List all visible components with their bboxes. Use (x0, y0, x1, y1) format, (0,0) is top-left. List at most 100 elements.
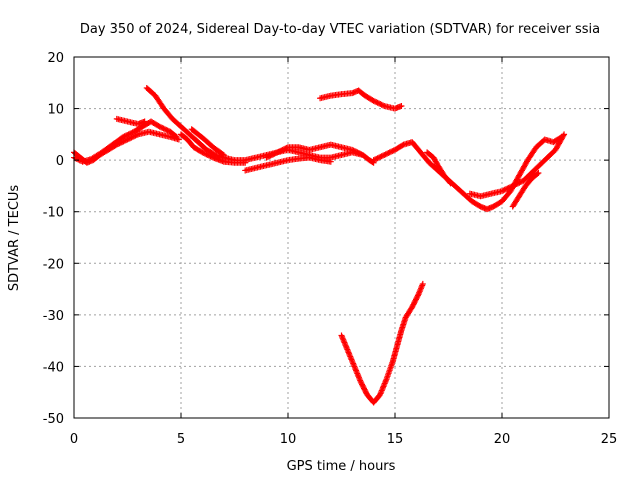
data-point (349, 146, 356, 153)
data-point (513, 180, 520, 187)
data-point (385, 150, 392, 157)
data-point (283, 144, 290, 151)
data-point (242, 159, 249, 166)
data-point (517, 179, 524, 186)
data-point (353, 148, 360, 155)
data-point (173, 133, 180, 140)
x-tick-label: 0 (70, 432, 78, 447)
data-point (373, 155, 380, 162)
data-point (203, 151, 210, 158)
data-point (354, 149, 361, 156)
y-tick-label: 10 (47, 103, 64, 118)
data-point (503, 186, 510, 193)
data-point (279, 146, 286, 153)
data-point (126, 130, 133, 137)
data-point (447, 180, 454, 187)
data-point (128, 130, 135, 137)
series-trace-5 (178, 131, 249, 166)
data-point (387, 148, 394, 155)
data-point (266, 153, 273, 160)
data-point (511, 182, 518, 189)
x-tick-label: 15 (387, 432, 404, 447)
data-point (357, 150, 364, 157)
data-point (120, 133, 127, 140)
data-point (270, 151, 277, 158)
data-point (160, 125, 167, 132)
data-point (535, 170, 542, 177)
data-point (274, 149, 281, 156)
data-point (505, 184, 512, 191)
data-point (375, 154, 382, 161)
data-point (268, 151, 275, 158)
data-point (161, 126, 168, 133)
data-point (561, 131, 568, 138)
data-point (271, 150, 278, 157)
data-point (164, 127, 171, 134)
data-point (508, 183, 515, 190)
data-point (359, 151, 366, 158)
plot-frame (73, 56, 610, 419)
series-trace-12 (466, 131, 568, 200)
data-point (383, 150, 390, 157)
data-point (374, 99, 381, 106)
data-point (515, 180, 522, 187)
series-trace-13 (509, 170, 542, 210)
data-point (275, 148, 282, 155)
data-point (350, 147, 357, 154)
data-point (419, 280, 426, 287)
y-tick-label: 0 (56, 154, 64, 169)
data-point (414, 292, 421, 299)
series-trace-6 (188, 126, 227, 158)
data-point (386, 149, 393, 156)
data-point (219, 151, 226, 158)
x-tick-label: 10 (280, 432, 297, 447)
data-point (446, 179, 453, 186)
data-point (377, 101, 384, 108)
data-point (267, 152, 274, 159)
series-trace-7 (242, 154, 334, 174)
data-point (159, 124, 166, 131)
data-point (272, 150, 279, 157)
data-point (370, 157, 377, 164)
series-trace-8 (263, 141, 366, 161)
data-point (204, 151, 211, 158)
x-tick-label: 25 (601, 432, 618, 447)
data-point (351, 148, 358, 155)
data-point (371, 98, 378, 105)
data-point (382, 151, 389, 158)
y-tick-label: -40 (43, 360, 64, 375)
series-trace-11 (424, 149, 454, 187)
series-trace-2 (71, 118, 180, 165)
data-point (501, 186, 508, 193)
data-point (207, 153, 214, 160)
data-point (379, 102, 386, 109)
data-point (371, 156, 378, 163)
data-point (370, 97, 377, 104)
data-point (200, 150, 207, 157)
data-point (500, 187, 507, 194)
data-point (377, 153, 384, 160)
data-point (124, 132, 131, 139)
data-point (276, 148, 283, 155)
data-point (534, 170, 541, 177)
data-point (199, 149, 206, 156)
y-tick-label: -10 (43, 206, 64, 221)
data-point (516, 179, 523, 186)
y-tick-label: 20 (47, 51, 64, 66)
data-point (121, 133, 128, 140)
data-point (504, 185, 511, 192)
data-point (122, 132, 129, 139)
data-point (507, 184, 514, 191)
data-point (373, 99, 380, 106)
axis-ticks: 0 5 10 15 20 25 -50 -40 -30 -20 -10 0 10 20 (43, 51, 618, 447)
data-point (280, 146, 287, 153)
data-point (560, 132, 567, 139)
series-trace-14 (338, 280, 426, 406)
data-point (157, 124, 164, 131)
data-point (399, 142, 406, 149)
data-point (499, 188, 505, 195)
data-point (327, 158, 334, 165)
data-point (278, 147, 285, 154)
